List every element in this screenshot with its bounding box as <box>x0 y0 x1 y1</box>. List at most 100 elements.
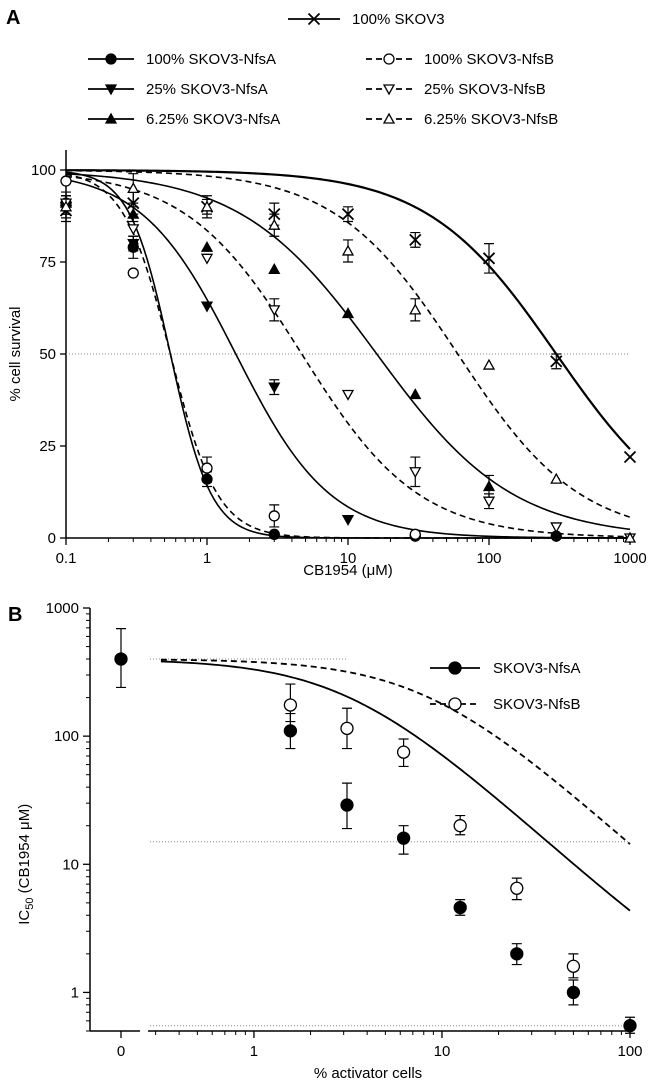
panel-a-chart: 0 25 50 75 100 0.1 1 10 100 1000 CB1954 (μM) % cell… <box>7 11 647 579</box>
a-data-point <box>482 480 496 492</box>
a-x-tick-label: 1000 <box>613 550 646 567</box>
b-x-tick-label-zero: 0 <box>117 1043 125 1060</box>
b-legend-label: SKOV3-NfsB <box>493 696 581 713</box>
a-legend-marker <box>382 112 396 124</box>
a-data-point <box>409 467 422 479</box>
b-legend: SKOV3-NfsA SKOV3-NfsB <box>430 660 581 713</box>
a-fit-curve <box>65 175 631 538</box>
b-data-point <box>340 798 354 812</box>
a-legend-marker <box>105 53 117 65</box>
b-x-tick-label: 10 <box>434 1043 451 1060</box>
b-fit-curve <box>160 660 631 912</box>
a-data-point <box>482 358 496 370</box>
a-data-point <box>623 450 637 464</box>
a-legend-marker <box>307 12 321 26</box>
a-y-tick-label: 75 <box>39 254 56 271</box>
b-y-tick-label: 10 <box>62 856 79 873</box>
a-data-point <box>623 531 637 543</box>
a-data-point <box>482 496 496 508</box>
b-zero-data-point <box>114 652 128 666</box>
b-fit-curve <box>160 658 631 845</box>
a-x-tick-label: 0.1 <box>56 550 77 567</box>
b-data-point <box>283 698 298 712</box>
a-legend-label: 100% SKOV3-NfsA <box>146 51 276 68</box>
a-data-point <box>341 389 355 401</box>
a-x-tick-label: 10 <box>340 550 357 567</box>
b-y-tick-label: 100 <box>54 728 79 745</box>
a-y-tick-label: 50 <box>39 346 56 363</box>
a-legend-label: 100% SKOV3-NfsB <box>424 51 554 68</box>
a-fit-curve <box>65 169 631 450</box>
a-y-axis-title: % cell survival <box>7 306 24 401</box>
a-data-point <box>268 382 281 394</box>
a-data-point <box>550 355 563 368</box>
a-data-point <box>341 514 355 526</box>
a-y-tick-label: 0 <box>48 530 56 547</box>
a-fit-curve <box>65 172 631 531</box>
a-data-point <box>409 303 422 315</box>
a-legend-marker <box>104 84 118 96</box>
b-data-point <box>510 881 524 895</box>
a-data-point <box>409 233 422 247</box>
a-data-point <box>268 305 281 317</box>
a-legend-label: 25% SKOV3-NfsB <box>424 81 546 98</box>
b-data-point <box>566 959 581 973</box>
a-data-point <box>59 200 73 212</box>
a-fit-curve <box>65 178 630 539</box>
b-data-point <box>453 819 467 833</box>
a-data-point <box>268 218 281 230</box>
a-data-point <box>200 253 214 265</box>
a-data-point <box>60 175 72 187</box>
b-x-tick-label: 100 <box>617 1043 642 1060</box>
a-data-point <box>127 207 140 219</box>
b-y-axis-title: IC50 (CB1954 μM) <box>16 804 36 925</box>
a-x-tick-label: 1 <box>203 550 211 567</box>
b-data-point <box>396 831 411 845</box>
b-data-point <box>283 724 298 738</box>
panel-b-chart: 1 10 100 1000 0 1 10 100 % activator cells IC50 (… <box>16 600 643 1082</box>
b-y-tick-label: 1000 <box>46 600 79 617</box>
b-data-point <box>623 1019 637 1033</box>
b-data-point <box>396 745 411 759</box>
a-data-point <box>127 267 139 279</box>
panel-a-letter: A <box>6 7 20 29</box>
panel-b-letter: B <box>8 604 22 626</box>
a-fit-curve <box>65 169 631 518</box>
a-y-tick-label: 100 <box>31 162 56 179</box>
a-x-tick-label: 100 <box>476 550 501 567</box>
b-x-axis-title: % activator cells <box>314 1065 422 1082</box>
a-legend: 100% SKOV3 100% SKOV3-NfsA 100% SKOV3-NfsB… <box>88 11 558 128</box>
a-legend-label: 6.25% SKOV3-NfsB <box>424 111 558 128</box>
a-fit-curve <box>65 171 630 539</box>
a-data-point <box>200 240 214 252</box>
b-legend-label: SKOV3-NfsA <box>493 660 581 677</box>
b-data-point <box>566 985 581 1000</box>
a-data-point <box>201 462 213 474</box>
a-legend-marker <box>382 84 396 96</box>
a-data-point <box>550 522 563 534</box>
b-y-tick-label: 1 <box>71 984 79 1001</box>
b-data-point <box>340 721 354 736</box>
a-legend-label: 100% SKOV3 <box>352 11 445 28</box>
b-data-point <box>510 947 524 961</box>
a-legend-label: 25% SKOV3-NfsA <box>146 81 268 98</box>
a-data-point <box>482 252 496 265</box>
a-data-point <box>341 307 355 319</box>
a-data-point <box>341 244 355 256</box>
a-data-point <box>200 200 214 212</box>
a-data-point <box>127 182 140 194</box>
b-x-tick-label: 1 <box>250 1043 258 1060</box>
b-legend-marker <box>448 661 462 675</box>
a-data-point <box>409 388 422 400</box>
a-legend-marker <box>104 112 118 124</box>
a-data-point <box>200 301 214 313</box>
a-data-point <box>268 510 280 522</box>
b-data-point <box>453 900 467 915</box>
a-fit-curve <box>65 173 630 539</box>
a-y-tick-label: 25 <box>39 438 56 455</box>
a-legend-label: 6.25% SKOV3-NfsA <box>146 111 280 128</box>
a-data-point <box>341 208 355 221</box>
a-data-point <box>127 224 140 236</box>
a-x-axis-title: CB1954 (μM) <box>303 562 393 579</box>
